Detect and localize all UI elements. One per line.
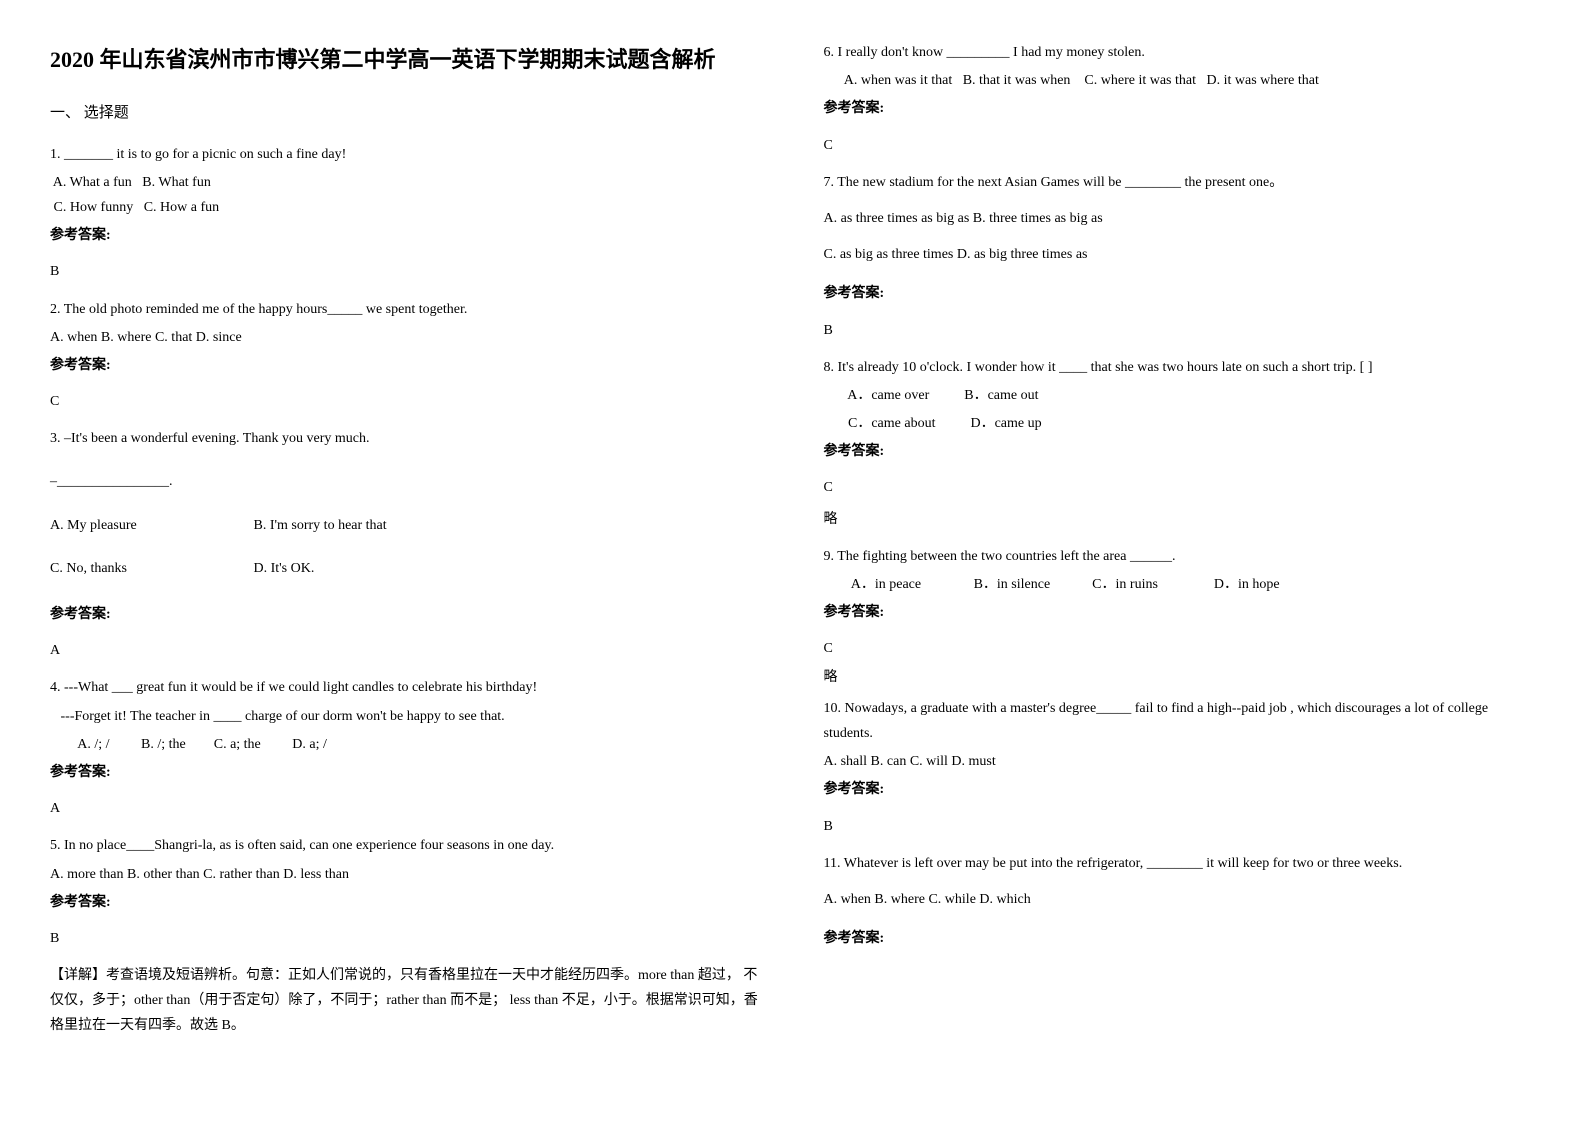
q4-options: A. /; / B. /; the C. a; the D. a; / [50,732,764,757]
q9-options: A．in peace B．in silence C．in ruins D．in … [824,572,1538,597]
q8-note: 略 [824,507,1538,532]
q7-answer: B [824,318,1538,343]
q3-options-row2: C. No, thanks D. It's OK. [50,556,764,581]
q3-optD: D. It's OK. [254,561,315,576]
q2-text: 2. The old photo reminded me of the happ… [50,297,764,322]
q8-options-b: C．came about D．came up [824,411,1538,436]
q8-answer-label: 参考答案: [824,439,1538,464]
q5-text: 5. In no place____Shangri-la, as is ofte… [50,833,764,858]
q1-answer: B [50,259,764,284]
q5-answer: B [50,926,764,951]
q5-answer-label: 参考答案: [50,890,764,915]
q9-answer-label: 参考答案: [824,600,1538,625]
q7-options-b: C. as big as three times D. as big three… [824,242,1538,267]
left-column: 2020 年山东省滨州市市博兴第二中学高一英语下学期期末试题含解析 一、 选择题… [50,40,764,1051]
q11-text: 11. Whatever is left over may be put int… [824,851,1538,876]
document-page: 2020 年山东省滨州市市博兴第二中学高一英语下学期期末试题含解析 一、 选择题… [50,40,1537,1051]
q4-text2: ---Forget it! The teacher in ____ charge… [50,704,764,729]
q4-text: 4. ---What ___ great fun it would be if … [50,675,764,700]
q6-answer: C [824,133,1538,158]
q6-text: 6. I really don't know _________ I had m… [824,40,1538,65]
q9-text: 9. The fighting between the two countrie… [824,544,1538,569]
q11-options: A. when B. where C. while D. which [824,887,1538,912]
q8-text: 8. It's already 10 o'clock. I wonder how… [824,355,1538,380]
q2-options: A. when B. where C. that D. since [50,325,764,350]
q3-dash: –________________. [50,469,764,494]
q1-text: 1. _______ it is to go for a picnic on s… [50,142,764,167]
q2-answer-label: 参考答案: [50,353,764,378]
q11-answer-label: 参考答案: [824,926,1538,951]
q3-text: 3. –It's been a wonderful evening. Thank… [50,426,764,451]
q7-text: 7. The new stadium for the next Asian Ga… [824,170,1538,195]
section-header: 一、 选择题 [50,100,764,127]
q3-optB: B. I'm sorry to hear that [254,518,387,533]
q10-options: A. shall B. can C. will D. must [824,749,1538,774]
q8-answer: C [824,475,1538,500]
q8-options-a: A．came over B．came out [824,383,1538,408]
q10-answer-label: 参考答案: [824,777,1538,802]
q5-options: A. more than B. other than C. rather tha… [50,862,764,887]
q10-text: 10. Nowadays, a graduate with a master's… [824,696,1538,746]
q6-options: A. when was it that B. that it was when … [824,68,1538,93]
q10-answer: B [824,814,1538,839]
q7-options-a: A. as three times as big as B. three tim… [824,206,1538,231]
q3-options-row1: A. My pleasure B. I'm sorry to hear that [50,513,764,538]
q3-answer-label: 参考答案: [50,602,764,627]
q6-answer-label: 参考答案: [824,96,1538,121]
q9-note: 略 [824,665,1538,690]
q9-answer: C [824,636,1538,661]
q4-answer-label: 参考答案: [50,760,764,785]
q4-answer: A [50,796,764,821]
q1-answer-label: 参考答案: [50,223,764,248]
right-column: 6. I really don't know _________ I had m… [824,40,1538,1051]
q2-answer: C [50,389,764,414]
q1-options: A. What a fun B. What fun C. How funny C… [50,170,764,220]
q3-optA: A. My pleasure [50,513,250,538]
document-title: 2020 年山东省滨州市市博兴第二中学高一英语下学期期末试题含解析 [50,40,764,80]
q3-answer: A [50,638,764,663]
q7-answer-label: 参考答案: [824,281,1538,306]
q5-note: 【详解】考查语境及短语辨析。句意：正如人们常说的，只有香格里拉在一天中才能经历四… [50,963,764,1039]
q3-optC: C. No, thanks [50,556,250,581]
